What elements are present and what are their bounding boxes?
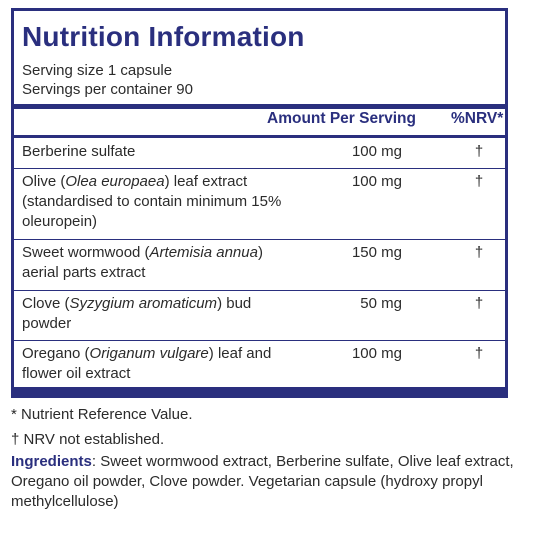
table-top-divider — [14, 135, 505, 138]
row-divider — [14, 290, 505, 291]
latin-name: Artemisia annua — [149, 244, 258, 261]
servings-per-container: Servings per container 90 — [22, 81, 193, 98]
ingredients-label: Ingredients — [11, 453, 92, 470]
row-name: Berberine sulfate — [22, 143, 136, 160]
row-nrv: † — [474, 173, 484, 190]
row-amount: 150 mg — [351, 244, 402, 261]
footnote-not-established: † NRV not established. — [11, 431, 165, 448]
ingredients-text: : Sweet wormwood extract, Berberine sulf… — [11, 453, 514, 510]
header-amount: Amount Per Serving — [267, 110, 416, 127]
header-nrv: %NRV* — [451, 110, 504, 127]
row-divider — [14, 168, 505, 169]
row-name: Olive (Olea europaea) leaf extract (stan… — [22, 173, 282, 230]
latin-name: Origanum vulgare — [89, 345, 209, 362]
row-amount: 50 mg — [360, 295, 402, 312]
footnote-nrv: * Nutrient Reference Value. — [11, 406, 193, 423]
header-divider — [14, 104, 505, 109]
table-bottom-divider — [14, 387, 505, 395]
ingredients: Ingredients: Sweet wormwood extract, Ber… — [11, 452, 521, 512]
row-divider — [14, 340, 505, 341]
panel-title: Nutrition Information — [22, 21, 305, 52]
row-name: Oregano (Origanum vulgare) leaf and flow… — [22, 345, 272, 382]
row-nrv: † — [474, 244, 484, 261]
row-nrv: † — [474, 143, 484, 160]
serving-size: Serving size 1 capsule — [22, 62, 173, 79]
row-amount: 100 mg — [351, 143, 402, 160]
row-amount: 100 mg — [351, 173, 402, 190]
row-divider — [14, 239, 505, 240]
row-name: Clove (Syzygium aromaticum) bud powder — [22, 295, 252, 332]
row-nrv: † — [474, 295, 484, 312]
latin-name: Olea europaea — [65, 173, 165, 190]
row-nrv: † — [474, 345, 484, 362]
row-name: Sweet wormwood (Artemisia annua) aerial … — [22, 244, 263, 281]
nutrition-panel: Nutrition Information Serving size 1 cap… — [11, 8, 508, 398]
latin-name: Syzygium aromaticum — [69, 295, 218, 312]
row-amount: 100 mg — [351, 345, 402, 362]
